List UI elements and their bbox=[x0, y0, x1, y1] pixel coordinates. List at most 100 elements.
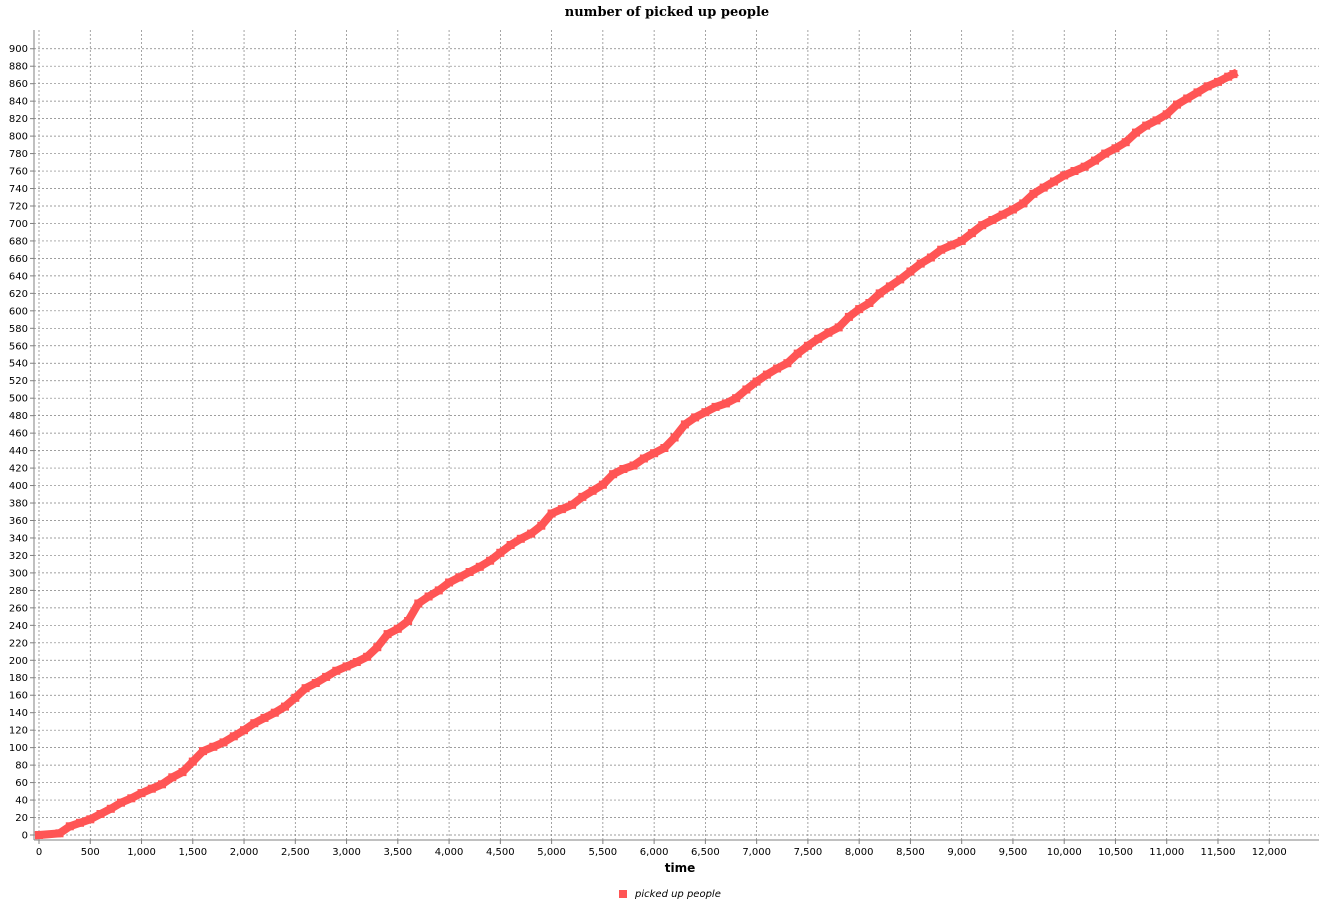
y-tick-label: 340 bbox=[9, 533, 28, 544]
data-point bbox=[301, 684, 310, 693]
x-tick-label: 9,000 bbox=[947, 847, 976, 858]
data-point bbox=[752, 377, 761, 386]
data-point bbox=[1152, 116, 1161, 125]
y-tick-label: 20 bbox=[15, 813, 28, 824]
data-point bbox=[219, 738, 228, 747]
data-point bbox=[373, 643, 382, 652]
data-point bbox=[1183, 94, 1192, 103]
data-point bbox=[701, 408, 710, 417]
x-tick-label: 4,500 bbox=[486, 847, 515, 858]
data-point bbox=[404, 617, 413, 625]
y-tick-label: 440 bbox=[9, 446, 28, 457]
legend-label: picked up people bbox=[634, 889, 721, 900]
y-tick-label: 580 bbox=[9, 324, 28, 335]
data-point bbox=[824, 328, 833, 337]
data-point bbox=[793, 349, 802, 358]
y-tick-label: 0 bbox=[22, 831, 28, 842]
y-tick-label: 360 bbox=[9, 516, 28, 527]
data-point bbox=[1203, 82, 1212, 91]
y-tick-label: 700 bbox=[9, 219, 28, 230]
data-point bbox=[721, 399, 730, 408]
x-tick-label: 11,000 bbox=[1149, 847, 1184, 858]
data-point bbox=[619, 465, 628, 473]
y-tick-label: 260 bbox=[9, 603, 28, 614]
legend-swatch bbox=[619, 890, 627, 898]
data-point bbox=[1229, 70, 1238, 79]
data-point bbox=[496, 548, 505, 557]
data-point bbox=[1121, 138, 1130, 147]
data-point bbox=[1101, 149, 1110, 158]
data-point bbox=[916, 259, 925, 268]
data-point bbox=[76, 818, 84, 827]
data-point bbox=[393, 624, 402, 633]
y-tick-label: 660 bbox=[9, 254, 28, 265]
data-point bbox=[147, 784, 156, 793]
data-point bbox=[865, 299, 874, 307]
y-tick-label: 860 bbox=[9, 79, 28, 90]
grid-lines bbox=[34, 30, 1319, 840]
data-point bbox=[250, 719, 259, 728]
data-point bbox=[424, 592, 433, 601]
data-point bbox=[383, 630, 392, 639]
x-tick-label: 5,500 bbox=[589, 847, 618, 858]
data-point bbox=[1060, 171, 1069, 180]
data-point bbox=[650, 449, 659, 458]
x-tick-label: 1,000 bbox=[127, 847, 156, 858]
data-point bbox=[680, 420, 689, 429]
data-point bbox=[1111, 144, 1120, 153]
x-tick-label: 10,500 bbox=[1098, 847, 1133, 858]
data-point bbox=[65, 822, 74, 831]
chart-title: number of picked up people bbox=[565, 5, 769, 20]
data-point bbox=[55, 829, 64, 838]
y-tick-label: 820 bbox=[9, 114, 28, 125]
data-point bbox=[270, 708, 279, 717]
y-tick-label: 900 bbox=[9, 44, 28, 55]
legend: picked up people bbox=[619, 889, 721, 900]
data-point bbox=[998, 210, 1007, 219]
x-tick-label: 5,000 bbox=[537, 847, 566, 858]
y-tick-label: 60 bbox=[15, 778, 28, 789]
y-tick-label: 800 bbox=[9, 132, 28, 143]
data-point bbox=[199, 747, 207, 756]
data-point bbox=[988, 216, 997, 224]
data-point bbox=[957, 236, 966, 245]
y-tick-label: 460 bbox=[9, 429, 28, 440]
data-point bbox=[445, 578, 454, 587]
data-point bbox=[773, 364, 782, 373]
y-tick-label: 320 bbox=[9, 551, 28, 562]
data-point bbox=[332, 666, 341, 675]
y-axis-ticks: 0 20 40 60 80 100 120 140 160 180 200 220 240 260 280 3… bbox=[9, 44, 34, 842]
y-tick-label: 560 bbox=[9, 341, 28, 352]
data-point bbox=[660, 444, 669, 452]
data-point bbox=[434, 586, 443, 595]
data-point bbox=[168, 773, 177, 782]
data-point bbox=[639, 454, 648, 463]
data-point bbox=[137, 789, 146, 798]
data-point bbox=[1029, 189, 1038, 198]
data-point bbox=[506, 541, 515, 549]
y-tick-label: 300 bbox=[9, 568, 28, 579]
data-point bbox=[978, 221, 987, 230]
data-point bbox=[106, 804, 115, 813]
y-tick-label: 140 bbox=[9, 708, 28, 719]
data-point bbox=[86, 815, 95, 824]
data-point bbox=[352, 658, 361, 666]
data-point bbox=[906, 267, 915, 276]
data-point bbox=[629, 461, 638, 470]
data-point bbox=[568, 500, 577, 509]
data-point bbox=[1224, 72, 1233, 81]
data-point bbox=[1019, 199, 1028, 208]
data-point bbox=[229, 732, 238, 741]
data-point bbox=[547, 509, 556, 518]
data-point bbox=[209, 742, 218, 751]
data-point bbox=[127, 794, 136, 803]
y-tick-label: 220 bbox=[9, 638, 28, 649]
x-tick-label: 10,000 bbox=[1047, 847, 1082, 858]
data-point bbox=[875, 289, 884, 298]
x-tick-label: 9,500 bbox=[999, 847, 1028, 858]
y-tick-label: 200 bbox=[9, 656, 28, 667]
y-tick-label: 600 bbox=[9, 306, 28, 317]
x-tick-label: 3,000 bbox=[332, 847, 361, 858]
y-tick-label: 240 bbox=[9, 621, 28, 632]
